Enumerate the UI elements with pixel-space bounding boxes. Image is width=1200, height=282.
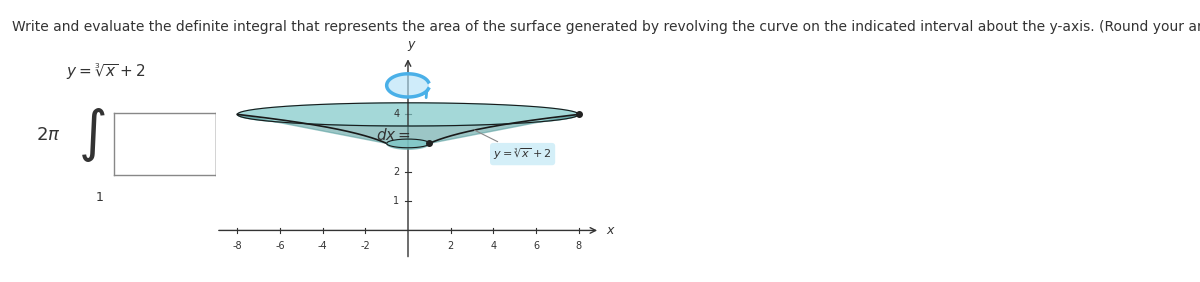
Text: $y = \sqrt[3]{x}+2$: $y = \sqrt[3]{x}+2$ <box>474 130 552 162</box>
Text: -6: -6 <box>275 241 284 251</box>
Text: -4: -4 <box>318 241 328 251</box>
Text: $y = \sqrt[3]{x} + 2$: $y = \sqrt[3]{x} + 2$ <box>66 62 145 82</box>
Text: 2: 2 <box>448 241 454 251</box>
Text: 4: 4 <box>394 109 400 119</box>
Text: 2: 2 <box>394 168 400 177</box>
Text: 6: 6 <box>533 241 539 251</box>
Polygon shape <box>386 139 430 148</box>
Polygon shape <box>238 103 578 126</box>
Text: 8: 8 <box>576 241 582 251</box>
Text: Write and evaluate the definite integral that represents the area of the surface: Write and evaluate the definite integral… <box>12 20 1200 34</box>
Text: -2: -2 <box>360 241 371 251</box>
Text: 4: 4 <box>491 241 497 251</box>
Text: $x$: $x$ <box>606 224 617 237</box>
Text: $1$: $1$ <box>95 191 103 204</box>
Polygon shape <box>238 114 578 149</box>
Text: 1: 1 <box>394 197 400 206</box>
Text: -8: -8 <box>233 241 242 251</box>
Text: $y$: $y$ <box>407 39 418 54</box>
Text: $dx =$: $dx =$ <box>376 127 410 143</box>
Text: $\int$: $\int$ <box>78 106 106 164</box>
Text: $2\pi$: $2\pi$ <box>36 126 60 144</box>
Polygon shape <box>386 74 428 97</box>
